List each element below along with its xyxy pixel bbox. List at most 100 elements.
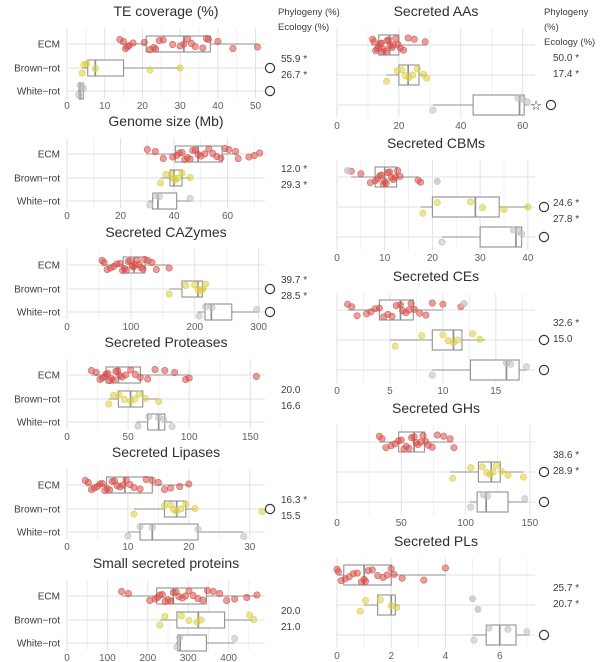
data-point: [246, 611, 254, 619]
data-point: [92, 368, 100, 376]
data-point: [182, 500, 190, 508]
data-point: [518, 230, 526, 238]
data-point: [185, 480, 193, 488]
data-point: [199, 596, 207, 604]
x-tick-label: 0: [334, 651, 340, 662]
ecology-header-label: Ecology (%): [278, 22, 330, 33]
panel-title: Small secreted proteins: [93, 555, 239, 571]
data-point: [467, 503, 475, 511]
phylogeny-header-label: Phylogeny (%): [544, 7, 589, 33]
panel-secreted-pls: 0 2 4 6 Secreted PLs 25.7 * 20.7 *: [333, 533, 579, 662]
data-point: [254, 43, 262, 51]
data-point: [105, 400, 113, 408]
data-point: [361, 577, 369, 585]
data-point: [122, 266, 130, 274]
data-point: [185, 616, 193, 624]
data-point: [240, 533, 248, 541]
phylogeny-value: 55.9 *: [281, 54, 307, 65]
x-tick-label: 10: [437, 386, 449, 397]
data-point: [143, 146, 151, 154]
data-point: [120, 396, 128, 404]
data-point: [498, 468, 506, 476]
phylogeny-value: 24.6 *: [553, 198, 579, 209]
data-point: [416, 309, 424, 317]
group-label: Brown−rot: [14, 505, 60, 516]
data-point: [398, 574, 406, 582]
x-tick-label: 60: [517, 121, 529, 132]
ecology-value: 20.7 *: [553, 599, 579, 610]
data-point: [478, 463, 486, 471]
data-point: [151, 365, 159, 373]
data-point: [118, 587, 126, 595]
data-point: [208, 303, 216, 311]
data-point-muted: [343, 167, 351, 175]
x-tick-label: 10: [99, 101, 111, 112]
significance-circle-icon: [545, 99, 557, 111]
panel-secreted-aas: 0 20 40 60☆ Secreted AAs 50.0 * 17.4 *: [334, 3, 579, 132]
data-point: [410, 35, 418, 43]
data-point: [156, 621, 164, 629]
group-label: White−rot: [17, 528, 60, 539]
data-point: [184, 35, 192, 43]
stats-header-left: Phylogeny (%) Ecology (%): [278, 5, 340, 35]
data-point: [136, 485, 144, 493]
data-point: [449, 474, 457, 482]
data-point: [120, 37, 128, 45]
data-point-muted: [469, 594, 477, 602]
ecology-value: 28.9 *: [553, 466, 579, 477]
data-point: [173, 643, 181, 651]
data-point: [428, 443, 436, 451]
data-point: [413, 65, 421, 73]
stats-header-right: Phylogeny (%) Ecology (%): [544, 5, 600, 50]
data-point: [376, 595, 384, 603]
group-label: White−rot: [17, 307, 60, 318]
data-point: [209, 587, 217, 595]
significance-circle-icon: [264, 62, 276, 74]
data-point: [387, 564, 395, 572]
data-point: [348, 303, 356, 311]
data-point: [185, 587, 193, 595]
data-point: [185, 374, 193, 382]
x-tick-label: 40: [522, 253, 534, 264]
x-tick-label: 300: [180, 653, 197, 662]
data-point: [404, 34, 412, 42]
group-label: Brown−rot: [14, 615, 60, 626]
phylogeny-value: 16.3 *: [281, 495, 307, 506]
x-tick-label: 6: [497, 651, 503, 662]
x-tick-label: 4: [443, 651, 449, 662]
panel-small-secreted-proteins: 0 100 200 300 400 ECM Brown−rot White−rot Small …: [14, 555, 301, 662]
phylogeny-value: 25.7 *: [553, 583, 579, 594]
data-point: [231, 634, 239, 642]
data-point: [521, 495, 529, 503]
x-tick-label: 50: [396, 518, 408, 529]
data-point: [161, 486, 169, 494]
ecology-value: 21.0: [281, 622, 301, 633]
data-point: [375, 304, 383, 312]
x-tick-label: 300: [250, 322, 267, 333]
data-point: [214, 37, 222, 45]
data-point: [130, 484, 138, 492]
data-point: [433, 431, 441, 439]
group-label: Brown−rot: [14, 174, 60, 185]
data-point: [186, 195, 194, 203]
data-point: [135, 390, 143, 398]
x-tick-label: 0: [334, 518, 340, 529]
data-point: [388, 312, 396, 320]
group-label: ECM: [38, 260, 60, 271]
data-point: [446, 435, 454, 443]
data-point: [382, 77, 390, 85]
data-point: [155, 398, 163, 406]
phylogeny-value: 39.7 *: [281, 275, 307, 286]
x-tick-label: 40: [212, 101, 224, 112]
data-point: [116, 259, 124, 267]
data-point: [158, 590, 166, 598]
x-tick-label: 5: [387, 386, 393, 397]
data-point: [409, 71, 417, 79]
data-point: [479, 204, 487, 212]
significance-circle-icon: [538, 202, 550, 213]
data-point: [122, 371, 130, 379]
x-tick-label: 30: [175, 101, 187, 112]
data-point: [428, 371, 436, 379]
panel-secreted-cbms: 0 10 20 30 40 Secreted CBMs 24.6 * 27.8 *: [334, 135, 579, 264]
data-point: [169, 40, 177, 48]
